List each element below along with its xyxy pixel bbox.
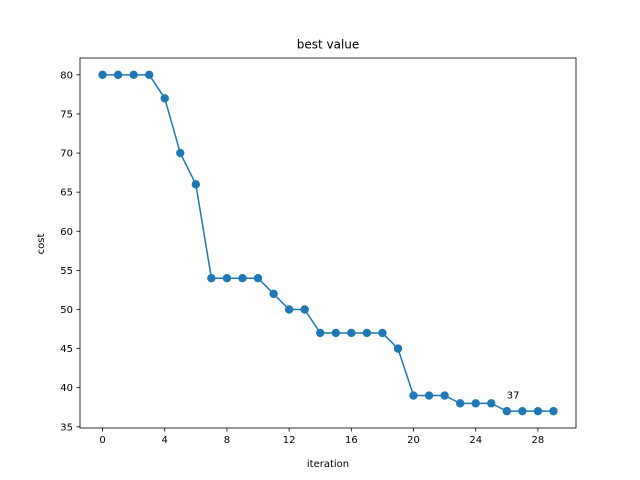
data-point bbox=[502, 406, 512, 416]
data-point bbox=[378, 328, 387, 338]
y-tick-label: 35 bbox=[60, 422, 73, 433]
y-axis-label: cost bbox=[36, 234, 47, 255]
data-point bbox=[207, 274, 216, 283]
data-point bbox=[129, 70, 138, 80]
y-tick-label: 50 bbox=[60, 305, 73, 316]
annotation-label: 37 bbox=[507, 391, 520, 402]
y-tick-label: 40 bbox=[60, 383, 73, 394]
data-point bbox=[409, 391, 418, 400]
data-point bbox=[347, 328, 356, 338]
y-tick-label: 65 bbox=[60, 188, 73, 199]
data-point bbox=[222, 274, 232, 283]
data-point bbox=[238, 274, 247, 283]
y-tick-label: 55 bbox=[60, 266, 73, 277]
x-tick-label: 28 bbox=[532, 435, 545, 446]
y-tick-label: 75 bbox=[60, 109, 73, 120]
x-tick-label: 0 bbox=[99, 435, 105, 446]
data-point bbox=[455, 399, 465, 408]
data-point bbox=[160, 94, 169, 103]
data-point bbox=[533, 406, 543, 416]
y-tick-label: 60 bbox=[60, 227, 73, 238]
data-point bbox=[316, 328, 325, 338]
data-point bbox=[362, 328, 372, 338]
chart-title: best value bbox=[297, 38, 360, 52]
x-tick-label: 20 bbox=[407, 435, 420, 446]
data-point bbox=[487, 399, 496, 408]
x-tick-label: 12 bbox=[283, 435, 296, 446]
y-tick-label: 70 bbox=[60, 149, 73, 160]
y-tick-label: 45 bbox=[60, 344, 73, 355]
x-tick-label: 4 bbox=[162, 435, 168, 446]
data-point bbox=[191, 180, 201, 189]
data-point bbox=[440, 391, 449, 400]
y-tick-label: 80 bbox=[60, 70, 73, 81]
data-point bbox=[269, 289, 278, 299]
data-point bbox=[393, 344, 403, 353]
data-point bbox=[98, 70, 107, 80]
axes-frame bbox=[79, 57, 577, 429]
data-point bbox=[284, 305, 294, 314]
x-axis-label: iteration bbox=[307, 459, 349, 470]
data-point bbox=[424, 391, 434, 400]
data-point bbox=[331, 328, 340, 338]
plot-area: 0 4 8 12 16 20 24 28 35 40 45 50 55 60 65 70 75 80 37 bbox=[60, 57, 577, 446]
data-point bbox=[518, 406, 527, 416]
data-point bbox=[549, 406, 558, 416]
data-point bbox=[471, 399, 480, 408]
data-point bbox=[144, 70, 154, 80]
x-tick-label: 16 bbox=[345, 435, 358, 446]
data-point bbox=[253, 274, 263, 283]
data-point bbox=[176, 148, 185, 158]
data-point bbox=[300, 305, 309, 314]
x-tick-label: 24 bbox=[469, 435, 482, 446]
x-tick-label: 8 bbox=[224, 435, 230, 446]
data-point bbox=[113, 70, 123, 80]
